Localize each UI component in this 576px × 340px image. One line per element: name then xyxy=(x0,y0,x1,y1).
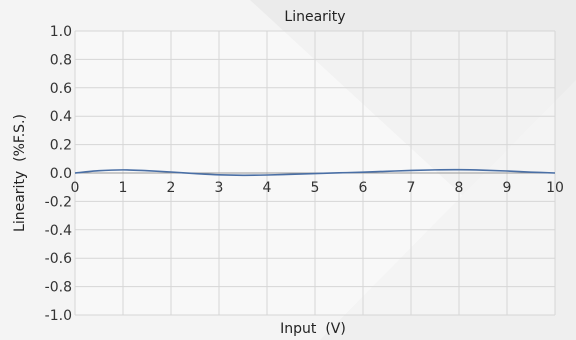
y-tick-label: 0.0 xyxy=(50,166,72,182)
y-tick-label: 1.0 xyxy=(50,24,72,40)
y-tick-label: -0.6 xyxy=(45,251,72,267)
y-tick-label: -0.8 xyxy=(45,280,72,296)
series-line xyxy=(74,168,556,177)
y-tick-label: 0.6 xyxy=(50,81,72,97)
x-tick-label: 1 xyxy=(119,180,128,196)
y-axis-title: Linearity (%F.S.) xyxy=(12,114,28,232)
y-tick-label: -1.0 xyxy=(45,308,72,324)
x-tick-label: 2 xyxy=(167,180,176,196)
chart-title: Linearity xyxy=(284,9,345,25)
x-tick-label: 8 xyxy=(455,180,464,196)
y-tick-label: 0.4 xyxy=(50,109,72,125)
y-tick-label: -0.2 xyxy=(45,194,72,210)
x-axis-title: Input (V) xyxy=(280,321,346,337)
x-tick-label: 6 xyxy=(359,180,368,196)
x-tick-label: 7 xyxy=(407,180,416,196)
y-tick-label: -0.4 xyxy=(45,223,72,239)
y-tick-labels: 1.0 0.8 0.6 0.4 0.2 0.0 -0.2 -0.4 -0.6 -0.8 -1.0 xyxy=(45,24,72,324)
x-tick-labels: 0 1 2 3 4 5 6 7 8 9 10 xyxy=(71,180,564,196)
x-tick-label: 0 xyxy=(71,180,80,196)
y-tick-label: 0.2 xyxy=(50,138,72,154)
series-lines xyxy=(74,168,556,177)
x-tick-label: 9 xyxy=(503,180,512,196)
x-tick-label: 5 xyxy=(311,180,320,196)
x-tick-label: 3 xyxy=(215,180,224,196)
y-tick-label: 0.8 xyxy=(50,52,72,68)
x-tick-label: 4 xyxy=(263,180,272,196)
x-tick-label: 10 xyxy=(546,180,564,196)
